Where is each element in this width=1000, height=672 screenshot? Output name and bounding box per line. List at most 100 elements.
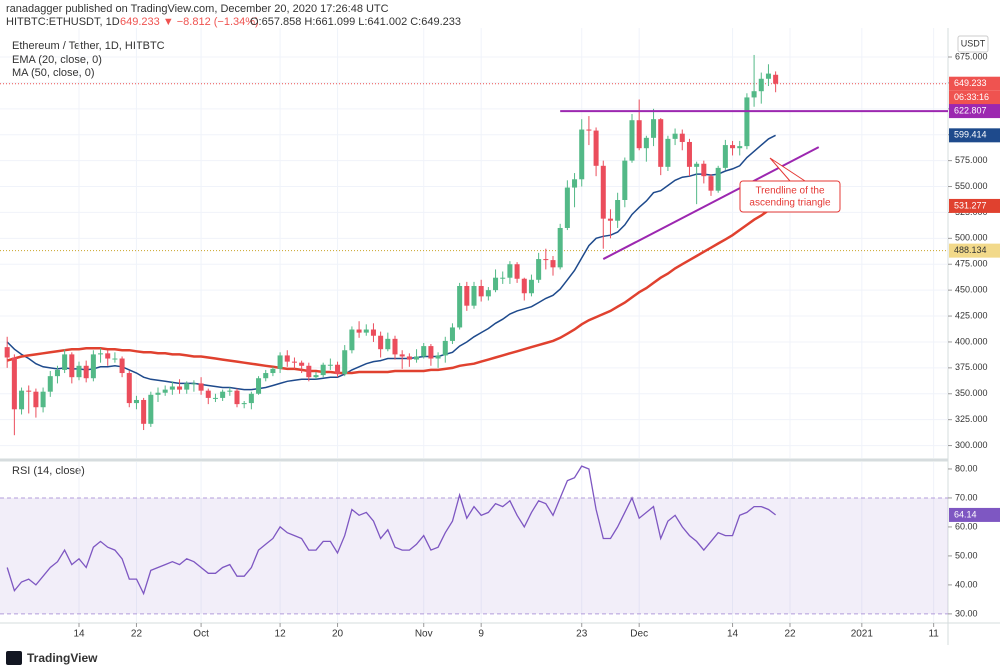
price-badge-label: 488.134 <box>954 245 987 255</box>
candle-body <box>485 290 491 297</box>
x-tick-label: Nov <box>415 629 433 640</box>
candle-body <box>370 329 376 336</box>
candle-body <box>744 97 750 147</box>
legend-entry: EMA (20, close, 0) <box>12 54 102 66</box>
candle-body <box>543 259 549 261</box>
candle-body <box>277 355 283 369</box>
candle-body <box>665 138 671 167</box>
candle-body <box>33 391 39 408</box>
candle-body <box>378 335 384 350</box>
y-tick-label: 450.000 <box>955 285 988 295</box>
callout-pointer <box>769 157 806 182</box>
candle-body <box>155 392 161 395</box>
rsi-badge-label: 64.14 <box>954 509 977 519</box>
candle-body <box>478 286 484 297</box>
x-tick-label: 14 <box>727 629 739 640</box>
candle-body <box>363 329 369 333</box>
indicator-line <box>6 204 777 375</box>
candle-body <box>385 338 391 350</box>
y-tick-label: 350.000 <box>955 388 988 398</box>
candle-body <box>177 386 183 390</box>
candle-body <box>234 390 240 405</box>
candle-body <box>191 383 197 385</box>
y-tick-label: 80.00 <box>955 463 978 473</box>
candle-body <box>76 365 82 378</box>
trendline <box>602 146 820 260</box>
candle-body <box>90 354 96 379</box>
y-tick-label: 675.000 <box>955 51 988 61</box>
annotation: ascending triangle <box>749 198 831 209</box>
candle-body <box>83 365 89 379</box>
candle-body <box>241 403 247 405</box>
candle-body <box>536 259 542 280</box>
candle-body <box>694 163 700 167</box>
candle-body <box>600 165 606 219</box>
candle-body <box>607 218 613 221</box>
candle-body <box>421 346 427 357</box>
candle-body <box>737 146 743 149</box>
price-badge-label: 531.277 <box>954 200 987 210</box>
candle-body <box>758 78 764 92</box>
candle-body <box>19 390 25 410</box>
candle-body <box>414 356 420 360</box>
price-badge <box>949 76 1000 91</box>
candle-body <box>342 350 348 375</box>
candle-body <box>765 73 771 79</box>
candle-body <box>550 260 556 268</box>
candle-body <box>615 200 621 221</box>
price-badge-label: 599.414 <box>954 130 987 140</box>
y-tick-label: 550.000 <box>955 181 988 191</box>
price-badge <box>949 243 1000 258</box>
price-badge-label: 622.807 <box>954 105 987 115</box>
y-tick-label: 50.00 <box>955 550 978 560</box>
candle-body <box>406 356 412 360</box>
candle-body <box>284 355 290 362</box>
candle-body <box>507 264 513 278</box>
candle-body <box>715 167 721 191</box>
x-tick-label: 22 <box>131 629 143 640</box>
x-tick-label: 11 <box>928 629 939 640</box>
candle-body <box>169 386 175 390</box>
x-tick-label: Dec <box>630 629 648 640</box>
candle-body <box>636 120 642 149</box>
logo-icon <box>6 651 22 665</box>
candle-body <box>773 74 779 84</box>
candle-body <box>521 278 527 294</box>
chart-title: Ethereum / Tether, 1D, HITBTC <box>12 40 165 52</box>
symbol: HITBTC:ETHUSDT, 1D <box>6 16 120 28</box>
candle-body <box>62 354 68 370</box>
y-tick-label: 475.000 <box>955 259 988 269</box>
candle-body <box>392 338 398 355</box>
candle-body <box>751 91 757 98</box>
y-tick-label: 400.000 <box>955 336 988 346</box>
candle-body <box>449 327 455 341</box>
candle-body <box>320 364 326 376</box>
candle-body <box>291 361 297 363</box>
candle-body <box>629 120 635 161</box>
price-badge-label: 649.233 <box>954 78 987 88</box>
candle-body <box>643 137 649 149</box>
y-tick-label: 425.000 <box>955 310 988 320</box>
candle-body <box>40 391 46 408</box>
y-tick-label: 300.000 <box>955 440 988 450</box>
candle-body <box>306 365 312 378</box>
x-tick-label: Oct <box>193 629 209 640</box>
candle-body <box>579 129 585 180</box>
candle-body <box>335 364 341 375</box>
candle-body <box>686 141 692 167</box>
countdown-box <box>949 90 1000 105</box>
candle-body <box>327 364 333 366</box>
y-tick-label: 30.00 <box>955 608 978 618</box>
candle-body <box>248 393 254 404</box>
candle-body <box>572 179 578 188</box>
y-tick-label: 325.000 <box>955 414 988 424</box>
legend-entry: MA (50, close, 0) <box>12 67 95 79</box>
candle-body <box>457 286 463 328</box>
candle-body <box>672 133 678 139</box>
candle-body <box>162 389 168 393</box>
publish-note: ranadagger published on TradingView.com,… <box>6 3 389 15</box>
price-badge <box>949 198 1000 213</box>
candle-body <box>270 368 276 374</box>
candle-body <box>471 286 477 306</box>
indicator-line <box>6 134 776 391</box>
